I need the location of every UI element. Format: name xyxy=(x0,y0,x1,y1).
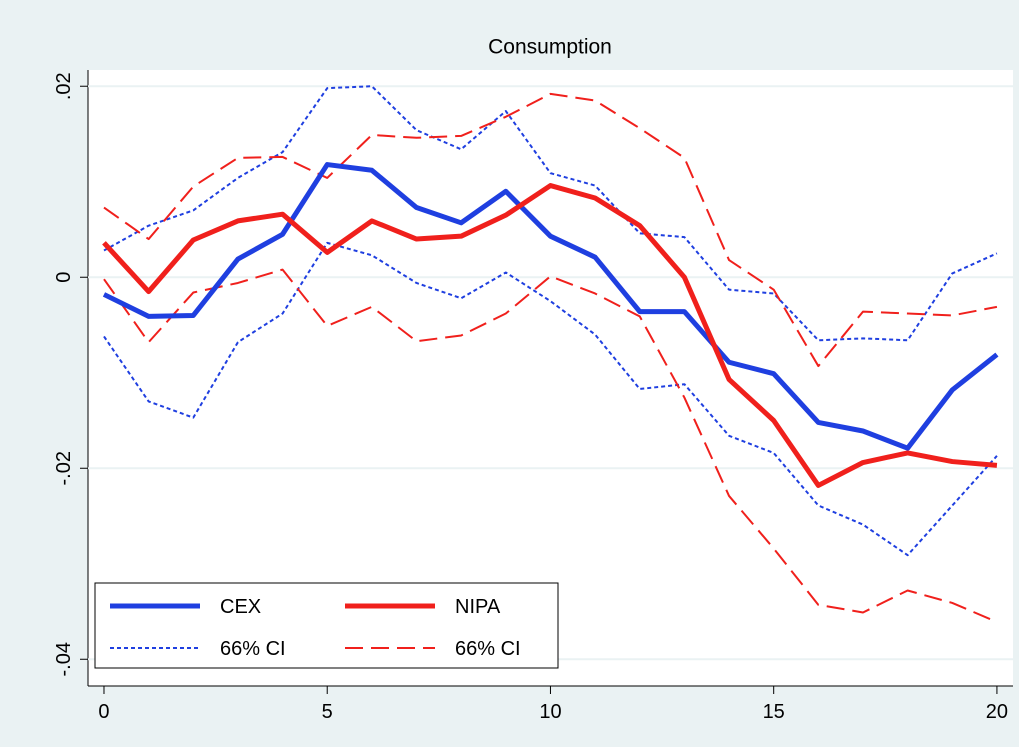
line-values xyxy=(102,183,998,488)
x-tick-label: 10 xyxy=(539,701,561,723)
legend-box xyxy=(94,582,559,669)
x-tick-label: 15 xyxy=(763,701,785,723)
legend-label: 66% CI xyxy=(220,638,286,660)
legend-label: CEX xyxy=(220,596,261,618)
y-tick-label: .02 xyxy=(53,72,75,100)
legend-label: 66% CI xyxy=(455,638,521,660)
line-lower xyxy=(103,241,998,557)
x-tick-label: 0 xyxy=(98,701,109,723)
x-tick-label: 20 xyxy=(986,701,1008,723)
y-tick-label: -.04 xyxy=(53,642,75,676)
y-tick-label: 0 xyxy=(53,272,75,283)
line-upper xyxy=(103,92,998,368)
y-tick-label: -.02 xyxy=(53,451,75,485)
chart-title: Consumption xyxy=(488,36,612,59)
x-tick-label: 5 xyxy=(322,701,333,723)
line-upper xyxy=(103,85,998,342)
line-values xyxy=(102,162,999,451)
legend-label: NIPA xyxy=(455,596,501,618)
